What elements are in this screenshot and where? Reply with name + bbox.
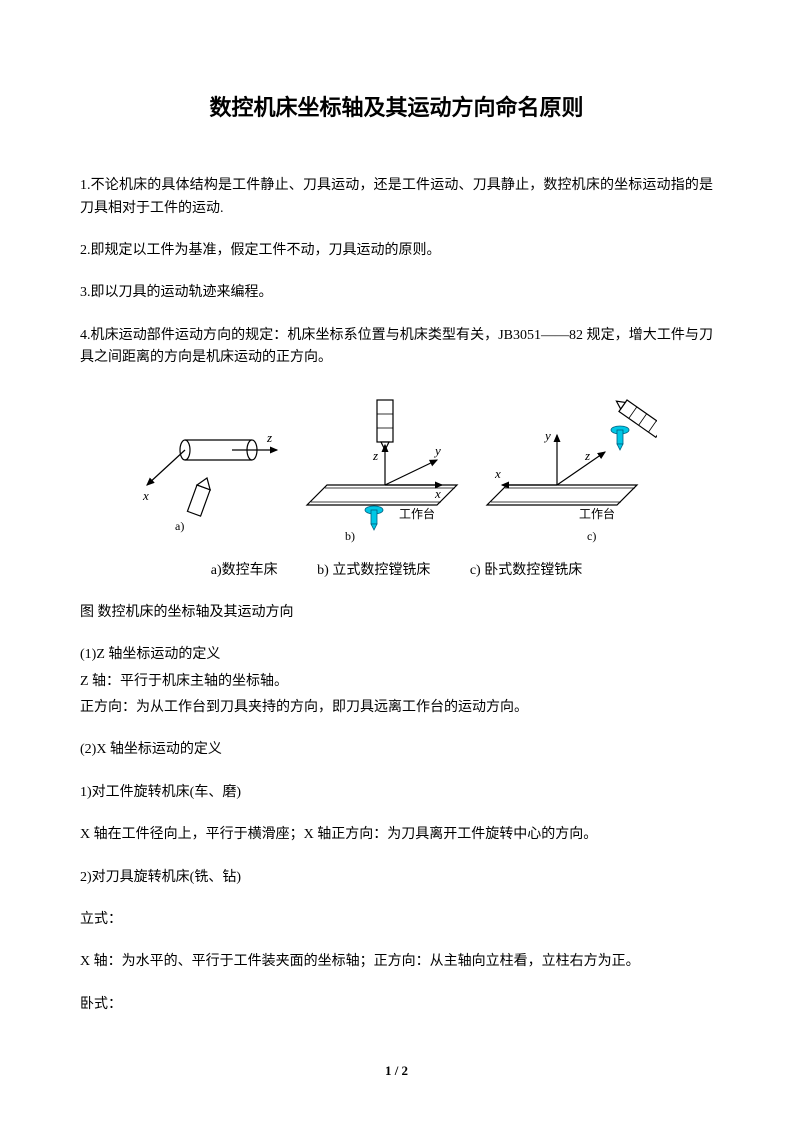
- svg-text:c): c): [587, 529, 596, 543]
- svg-text:a): a): [175, 519, 184, 533]
- svg-text:x: x: [142, 488, 149, 503]
- x-line6: 卧式：: [80, 994, 713, 1016]
- caption-a: a)数控车床: [211, 563, 278, 578]
- diagram-caption-row: a)数控车床 b) 立式数控镗铣床 c) 卧式数控镗铣床: [80, 560, 713, 582]
- panel-c: y z x 工作台 c): [487, 395, 657, 543]
- x-line5: X 轴：为水平的、平行于工件装夹面的坐标轴；正方向：从主轴向立柱看，立柱右方为正…: [80, 951, 713, 973]
- z-heading: (1)Z 轴坐标运动的定义: [80, 644, 713, 666]
- z-line2: 正方向：为从工作台到刀具夹持的方向，即刀具远离工作台的运动方向。: [80, 697, 713, 719]
- page-title: 数控机床坐标轴及其运动方向命名原则: [80, 90, 713, 125]
- svg-text:y: y: [433, 443, 441, 458]
- figure-caption: 图 数控机床的坐标轴及其运动方向: [80, 602, 713, 624]
- svg-text:工作台: 工作台: [399, 506, 435, 521]
- section-z-axis: (1)Z 轴坐标运动的定义 Z 轴：平行于机床主轴的坐标轴。 正方向：为从工作台…: [80, 644, 713, 719]
- svg-text:x: x: [494, 466, 501, 481]
- x-line1: 1)对工件旋转机床(车、磨): [80, 782, 713, 804]
- paragraph-1: 1.不论机床的具体结构是工件静止、刀具运动，还是工件运动、刀具静止，数控机床的坐…: [80, 175, 713, 220]
- svg-text:x: x: [434, 486, 441, 501]
- paragraph-2: 2.即规定以工件为基准，假定工件不动，刀具运动的原则。: [80, 240, 713, 262]
- x-heading: (2)X 轴坐标运动的定义: [80, 739, 713, 761]
- panel-a: z x a): [142, 430, 277, 533]
- coordinate-diagram: z x a) z y: [137, 390, 657, 550]
- svg-text:z: z: [584, 448, 590, 463]
- panel-b: z y x 工作台 b): [307, 400, 457, 543]
- paragraph-3: 3.即以刀具的运动轨迹来编程。: [80, 282, 713, 304]
- svg-text:z: z: [266, 430, 272, 445]
- x-line4: 立式：: [80, 909, 713, 931]
- page-number: 1 / 2: [0, 1061, 793, 1082]
- svg-text:z: z: [372, 448, 378, 463]
- diagram-container: z x a) z y: [80, 390, 713, 550]
- x-line3: 2)对刀具旋转机床(铣、钻): [80, 867, 713, 889]
- caption-c: c) 卧式数控镗铣床: [470, 563, 582, 578]
- svg-text:b): b): [345, 529, 355, 543]
- svg-text:工作台: 工作台: [579, 506, 615, 521]
- svg-text:y: y: [543, 428, 551, 443]
- z-line1: Z 轴：平行于机床主轴的坐标轴。: [80, 671, 713, 693]
- caption-b: b) 立式数控镗铣床: [317, 563, 430, 578]
- paragraph-4: 4.机床运动部件运动方向的规定：机床坐标系位置与机床类型有关，JB3051——8…: [80, 325, 713, 370]
- x-line2: X 轴在工件径向上，平行于横滑座；X 轴正方向：为刀具离开工件旋转中心的方向。: [80, 824, 713, 846]
